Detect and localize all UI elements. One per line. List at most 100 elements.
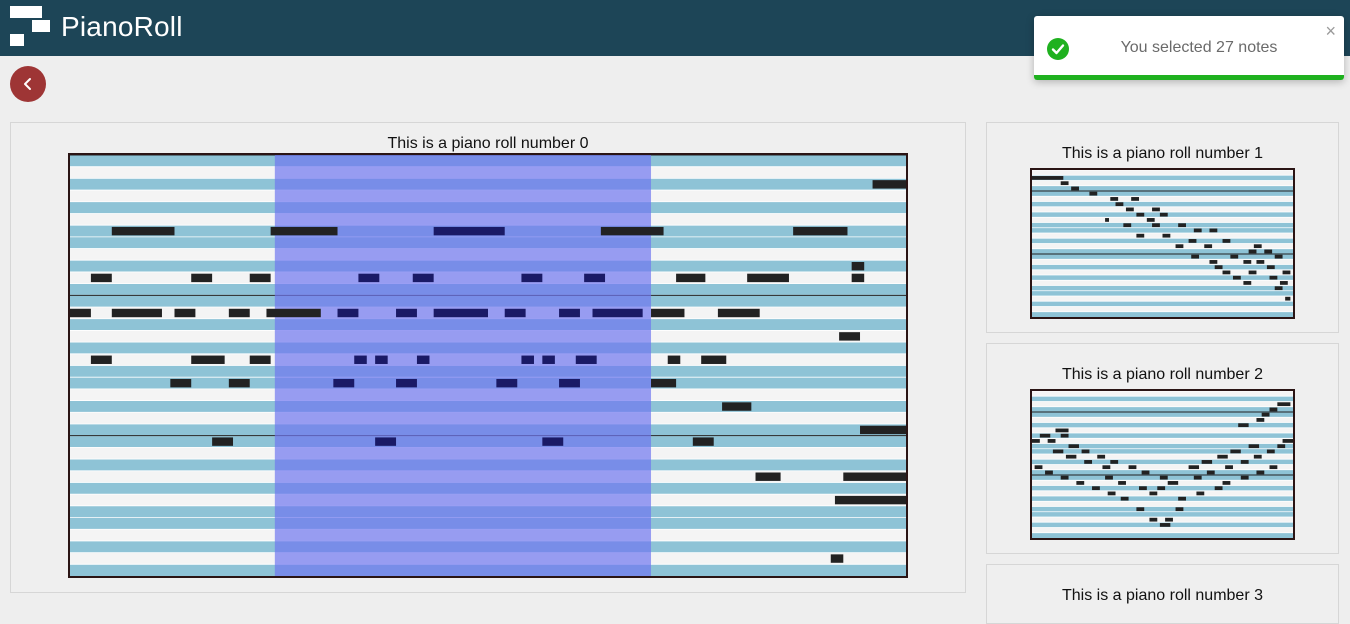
note — [1167, 481, 1179, 485]
note — [1240, 460, 1249, 464]
note — [692, 437, 714, 446]
key-lane — [1032, 406, 1293, 412]
selected-note — [358, 273, 380, 283]
roll-panel-2[interactable]: This is a piano roll number 2 — [986, 343, 1339, 554]
key-lane — [1032, 454, 1293, 460]
note — [1261, 412, 1270, 417]
note — [701, 355, 727, 364]
note — [228, 378, 250, 388]
key-lane — [1032, 227, 1293, 233]
note — [1209, 228, 1218, 233]
note — [1039, 433, 1051, 438]
note — [228, 308, 250, 318]
note — [1060, 475, 1069, 480]
note — [1136, 507, 1145, 512]
note — [1139, 486, 1147, 491]
note — [1071, 186, 1079, 191]
key-lane — [1032, 254, 1293, 260]
note — [1060, 181, 1069, 186]
note — [839, 332, 861, 341]
note — [191, 355, 225, 364]
note — [1222, 270, 1231, 275]
note — [600, 226, 664, 236]
note — [1084, 460, 1093, 464]
key-lane — [1032, 269, 1293, 275]
selected-note — [433, 226, 505, 236]
key-lane — [1032, 280, 1293, 286]
note — [830, 554, 844, 563]
note — [1032, 176, 1064, 180]
note — [1225, 465, 1233, 470]
note — [1188, 239, 1197, 243]
note — [1240, 475, 1249, 480]
note — [270, 226, 338, 236]
note — [1256, 470, 1265, 475]
key-lane — [1032, 422, 1293, 428]
key-lane — [1032, 217, 1293, 223]
selected-note — [584, 273, 606, 283]
note — [1165, 517, 1173, 522]
chevron-left-icon — [24, 78, 31, 90]
main-piano-roll[interactable] — [68, 153, 908, 578]
note — [111, 226, 175, 236]
note — [1152, 207, 1160, 212]
note — [1162, 233, 1171, 238]
roll-panel-3[interactable]: This is a piano roll number 3 — [986, 564, 1339, 624]
note — [1149, 517, 1158, 522]
key-lane — [1032, 480, 1293, 486]
piano-roll-2[interactable] — [1030, 389, 1295, 540]
key-lane — [1032, 391, 1293, 397]
note — [1032, 439, 1040, 443]
note — [1136, 233, 1145, 238]
note — [1269, 465, 1278, 470]
piano-roll-1[interactable] — [1030, 168, 1295, 319]
note — [1055, 428, 1069, 433]
note — [1178, 223, 1186, 228]
key-lane — [1032, 238, 1293, 244]
note — [676, 273, 706, 283]
note — [1285, 296, 1291, 301]
selected-note — [559, 308, 580, 318]
note — [1243, 281, 1252, 285]
selected-note — [542, 355, 555, 364]
note — [1092, 486, 1100, 491]
note — [70, 308, 91, 318]
main-roll-panel: This is a piano roll number 0 — [10, 122, 966, 593]
note — [1206, 470, 1215, 475]
close-icon[interactable]: × — [1325, 21, 1336, 41]
note — [1034, 465, 1043, 470]
note — [1045, 470, 1053, 475]
note — [1253, 454, 1262, 459]
note — [1159, 212, 1168, 217]
note — [1256, 418, 1265, 422]
note — [1157, 486, 1166, 491]
note — [1097, 454, 1106, 459]
note — [1065, 454, 1077, 459]
note — [1214, 265, 1223, 270]
note — [111, 308, 162, 318]
note — [1120, 496, 1129, 501]
key-lane — [1032, 222, 1293, 228]
note — [1052, 449, 1064, 454]
note — [1274, 254, 1283, 259]
key-lane — [1032, 464, 1293, 470]
back-button[interactable] — [10, 66, 46, 102]
note — [1125, 207, 1134, 212]
roll-panel-1[interactable]: This is a piano roll number 1 — [986, 122, 1339, 333]
note — [1159, 523, 1171, 527]
note — [1269, 407, 1278, 412]
note — [1141, 470, 1150, 475]
key-lane — [1032, 301, 1293, 307]
toast-message: You selected 27 notes — [1120, 39, 1278, 56]
key-lane — [1032, 248, 1293, 254]
note — [1230, 449, 1241, 454]
note — [1110, 460, 1119, 464]
note — [1253, 244, 1262, 249]
note — [1152, 223, 1160, 228]
key-lane — [1032, 243, 1293, 249]
key-lane — [1032, 296, 1293, 302]
note — [717, 308, 760, 318]
key-lane — [1032, 185, 1293, 191]
selected-note — [396, 378, 417, 388]
note — [212, 437, 234, 446]
